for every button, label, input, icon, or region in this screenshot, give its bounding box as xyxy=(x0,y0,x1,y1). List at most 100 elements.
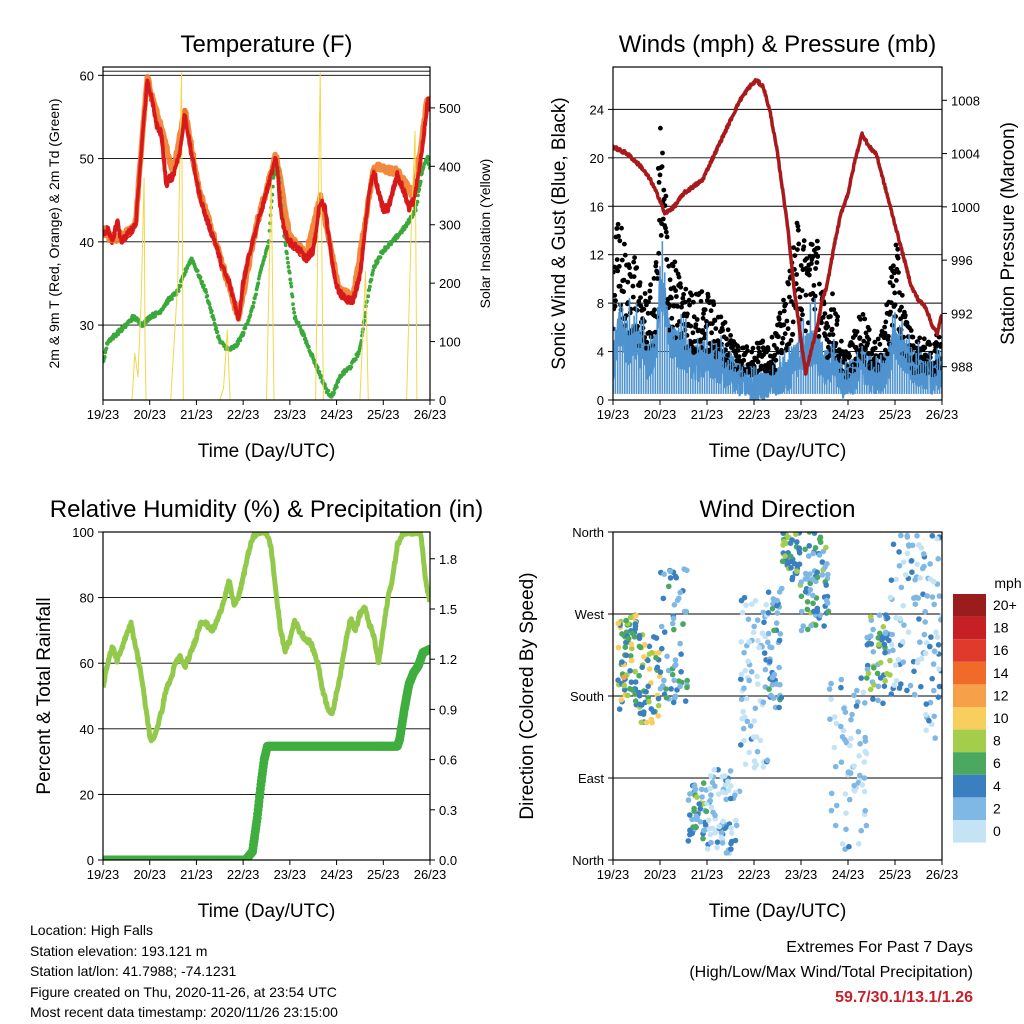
direction-point xyxy=(719,840,726,846)
gust-point xyxy=(673,288,678,293)
gust-point xyxy=(814,238,820,244)
gust-point xyxy=(718,314,724,320)
x-axis-label: Time (Day/UTC) xyxy=(709,901,847,922)
y2-tick-label: 0 xyxy=(439,393,446,408)
gust-point xyxy=(771,342,777,348)
direction-point xyxy=(621,687,628,693)
direction-point xyxy=(629,645,635,652)
direction-point xyxy=(765,639,771,645)
direction-point xyxy=(747,723,754,729)
direction-point xyxy=(663,695,670,701)
gust-point xyxy=(781,297,786,303)
dewpoint-point xyxy=(285,251,289,256)
gust-point xyxy=(749,349,755,355)
extremes-title: Extremes For Past 7 Days xyxy=(786,939,973,956)
direction-point xyxy=(639,702,645,708)
direction-point xyxy=(890,541,897,548)
direction-point xyxy=(819,572,826,578)
direction-point xyxy=(684,567,690,574)
dewpoint-point xyxy=(287,270,292,275)
direction-point xyxy=(798,627,805,634)
direction-point xyxy=(900,638,906,645)
x-axis-label: Time (Day/UTC) xyxy=(198,901,336,922)
direction-point xyxy=(628,641,635,647)
direction-point xyxy=(814,569,820,576)
dewpoint-point xyxy=(104,346,109,351)
dewpoint-point xyxy=(342,372,346,376)
gust-point xyxy=(641,306,647,312)
direction-point xyxy=(889,631,895,638)
direction-point xyxy=(711,767,717,773)
gust-point xyxy=(882,324,887,330)
gust-point xyxy=(776,334,781,340)
direction-point xyxy=(779,585,785,592)
x-tick-label: 25/23 xyxy=(879,407,912,422)
direction-point xyxy=(757,737,764,744)
direction-point xyxy=(719,789,726,795)
direction-point xyxy=(685,838,692,844)
direction-point xyxy=(627,614,634,621)
direction-point xyxy=(900,559,907,565)
direction-point xyxy=(741,737,747,744)
x-tick-label: 23/23 xyxy=(274,407,307,422)
x-axis-label: Time (Day/UTC) xyxy=(198,441,336,462)
panel-3: Relative Humidity (%) & Precipitation (i… xyxy=(34,496,483,922)
direction-point xyxy=(851,692,857,699)
gust-point xyxy=(827,332,832,338)
direction-point xyxy=(905,629,912,635)
colorbar-swatch xyxy=(953,661,986,685)
y-tick-label: 8 xyxy=(597,296,604,311)
direction-point xyxy=(627,668,633,674)
gust-point xyxy=(815,245,821,251)
x-tick-label: 24/23 xyxy=(320,407,353,422)
y2-tick-label: 1008 xyxy=(951,93,980,108)
gust-point xyxy=(622,241,627,247)
direction-point xyxy=(859,782,866,788)
dewpoint-point xyxy=(241,330,246,335)
direction-point xyxy=(888,691,895,697)
gust-point xyxy=(700,328,706,333)
direction-point xyxy=(838,759,845,765)
direction-point xyxy=(908,558,915,564)
direction-point xyxy=(900,659,907,665)
x-tick-label: 22/23 xyxy=(738,407,771,422)
gust-point xyxy=(779,340,785,346)
direction-point xyxy=(882,678,888,684)
gust-point xyxy=(630,283,636,289)
dewpoint-point xyxy=(315,365,320,370)
direction-point xyxy=(851,782,857,789)
direction-point xyxy=(755,681,761,687)
y2-tick-label: 0.9 xyxy=(439,702,457,717)
direction-point xyxy=(741,685,747,691)
gust-point xyxy=(891,270,897,276)
direction-point xyxy=(864,642,871,648)
direction-point xyxy=(926,717,932,724)
direction-point xyxy=(728,825,734,831)
direction-point xyxy=(896,563,903,569)
gust-point xyxy=(645,310,651,316)
direction-point xyxy=(800,623,806,629)
direction-point xyxy=(886,637,892,644)
gust-point xyxy=(759,363,764,369)
direction-point xyxy=(697,806,704,812)
dewpoint-point xyxy=(246,318,251,322)
direction-point xyxy=(733,822,740,829)
direction-point xyxy=(788,565,794,571)
gust-point xyxy=(680,295,686,301)
y-tick-label: 12 xyxy=(590,248,604,263)
gust-point xyxy=(755,359,761,365)
dewpoint-point xyxy=(251,304,256,309)
direction-point xyxy=(646,666,653,672)
direction-point xyxy=(687,791,693,797)
direction-point xyxy=(904,550,911,557)
gust-point xyxy=(702,307,708,313)
direction-point xyxy=(897,615,904,622)
gust-point xyxy=(894,278,899,283)
direction-point xyxy=(718,834,725,841)
gust-point xyxy=(834,318,840,323)
gust-point xyxy=(683,286,689,292)
dewpoint-point xyxy=(236,341,241,346)
gust-point xyxy=(842,357,848,363)
direction-point xyxy=(677,589,683,596)
x-tick-label: 20/23 xyxy=(133,407,166,422)
